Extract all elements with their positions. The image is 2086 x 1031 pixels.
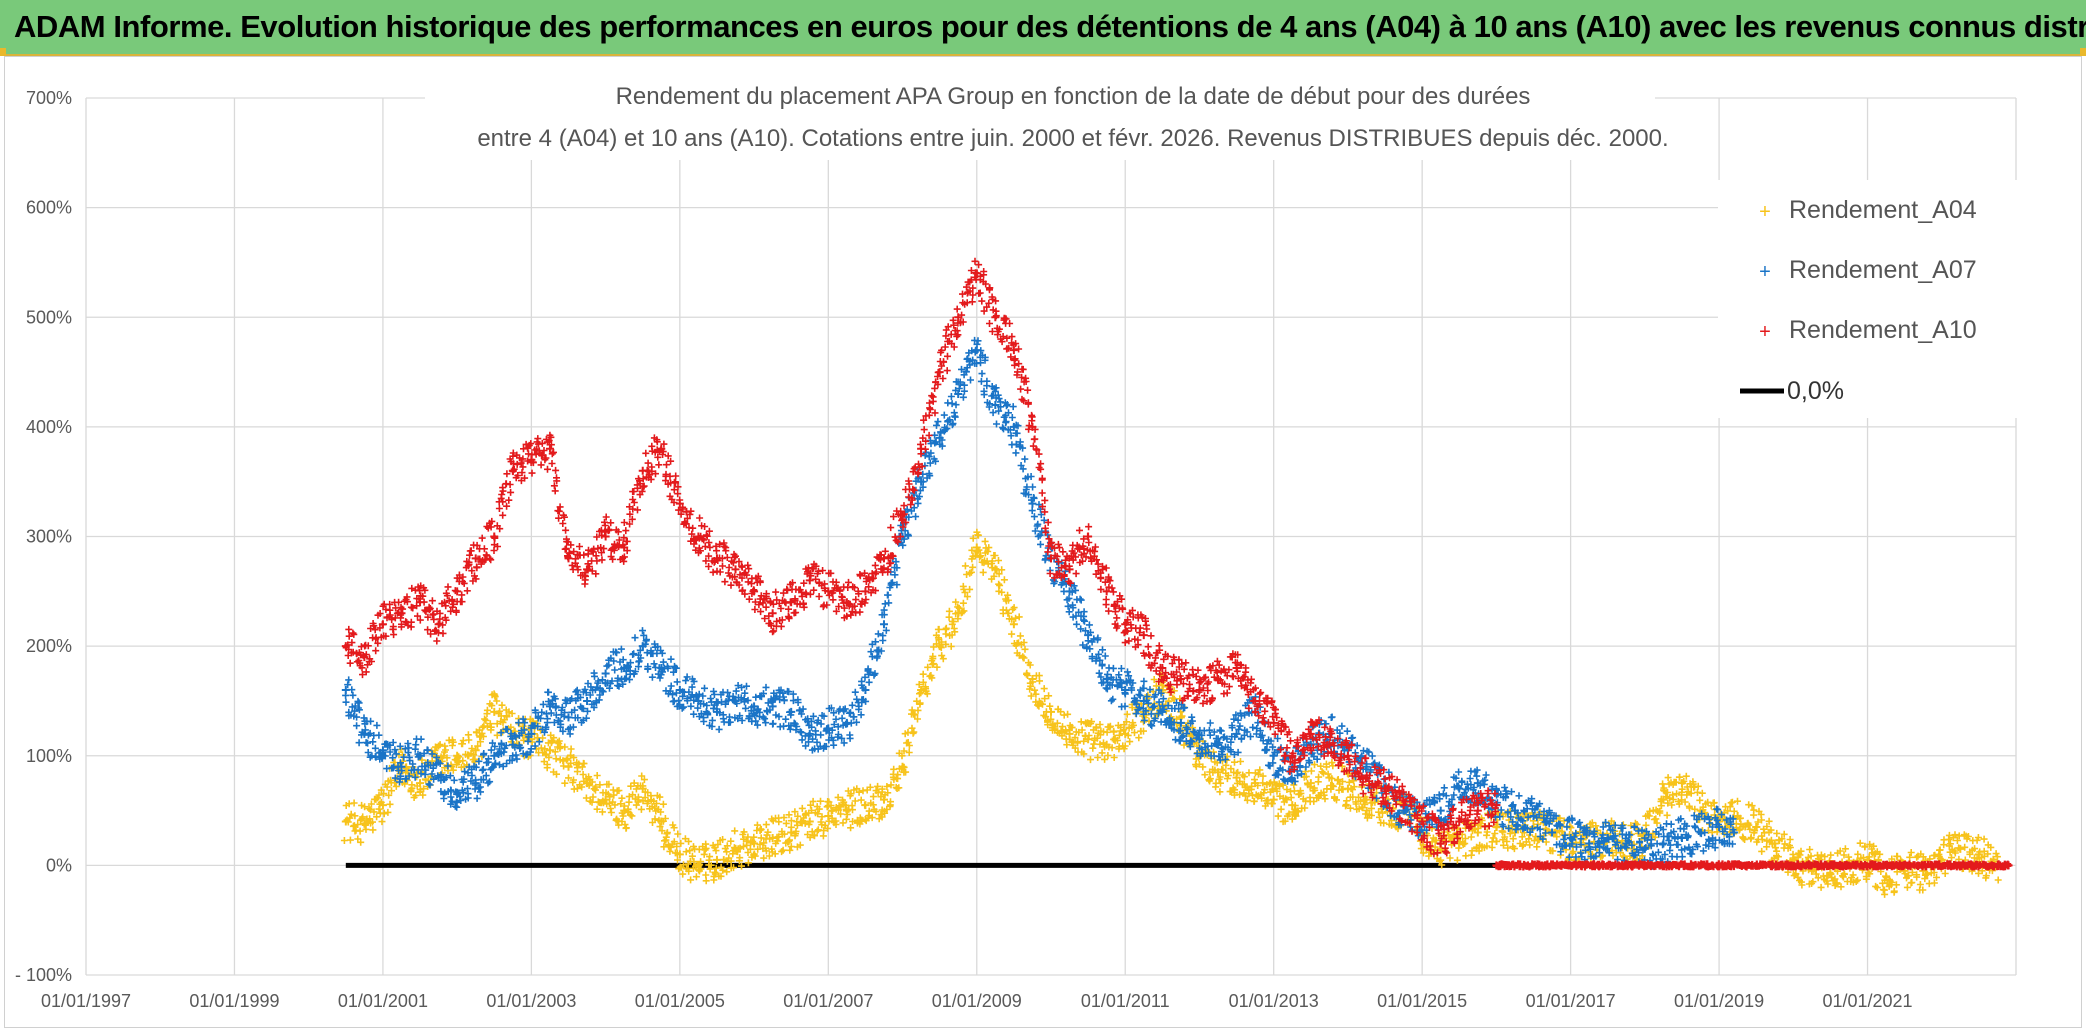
data-point — [1139, 631, 1148, 640]
data-point — [768, 609, 777, 618]
series-layer — [340, 257, 2013, 898]
data-point — [1343, 751, 1352, 760]
data-point — [601, 669, 610, 678]
y-tick-label: 500% — [26, 307, 72, 327]
y-tick-label: 600% — [26, 198, 72, 218]
x-tick-label: 01/01/2003 — [486, 991, 576, 1011]
data-point — [471, 746, 480, 755]
x-tick-label: 01/01/2021 — [1822, 991, 1912, 1011]
x-tick-label: 01/01/2005 — [635, 991, 725, 1011]
data-point — [1640, 844, 1649, 853]
y-tick-label: - 100% — [15, 965, 72, 985]
data-point — [1102, 587, 1111, 596]
series-rendement-a10-zero-segment — [1492, 860, 2013, 871]
y-tick-label: 300% — [26, 527, 72, 547]
data-point — [805, 576, 814, 585]
series-rendement-a07 — [341, 336, 1738, 870]
banner-corner-right — [2080, 48, 2086, 56]
scatter-markers — [342, 257, 1499, 858]
data-point — [991, 400, 1000, 409]
x-tick-label: 01/01/2013 — [1229, 991, 1319, 1011]
legend-label-a04: Rendement_A04 — [1789, 196, 1977, 224]
data-point — [1176, 718, 1185, 727]
x-tick-label: 01/01/1999 — [189, 991, 279, 1011]
x-tick-label: 01/01/2017 — [1526, 991, 1616, 1011]
data-point — [1436, 806, 1445, 815]
data-point — [1548, 828, 1557, 837]
y-tick-label: 700% — [26, 88, 72, 108]
legend-label-zero-line: 0,0% — [1787, 377, 1844, 405]
data-point — [1028, 499, 1037, 508]
data-point — [861, 587, 870, 596]
data-point — [564, 713, 573, 722]
data-point — [545, 444, 554, 453]
data-point — [879, 620, 888, 629]
legend-marker-a07: + — [1759, 261, 1771, 283]
y-tick-label: 200% — [26, 636, 72, 656]
y-tick-label: 0% — [46, 855, 72, 875]
series-rendement-a04 — [340, 528, 2002, 898]
x-tick-label: 01/01/2007 — [783, 991, 873, 1011]
banner-corner-left — [0, 48, 6, 56]
data-point — [731, 565, 740, 574]
data-point — [954, 389, 963, 398]
scatter-markers — [342, 336, 1737, 870]
scatter-markers — [1493, 860, 2012, 871]
legend-marker-a10: + — [1759, 321, 1771, 343]
chart-legend: + Rendement_A04 + Rendement_A07 + Rendem… — [1740, 196, 1977, 405]
data-point — [583, 696, 592, 705]
series-rendement-a10 — [341, 257, 1501, 858]
legend-background — [1718, 180, 2018, 418]
legend-label-a07: Rendement_A07 — [1789, 256, 1977, 284]
data-point — [712, 855, 721, 864]
y-tick-label: 100% — [26, 746, 72, 766]
chart-title-background — [425, 80, 1655, 160]
legend-marker-a04: + — [1759, 201, 1771, 223]
data-point — [545, 746, 554, 755]
x-tick-label: 01/01/2001 — [338, 991, 428, 1011]
chart-frame — [4, 56, 2082, 1028]
x-tick-label: 01/01/1997 — [41, 991, 131, 1011]
x-tick-label: 01/01/2011 — [1081, 991, 1170, 1011]
legend-label-a10: Rendement_A10 — [1789, 316, 1977, 344]
report-title: ADAM Informe. Evolution historique des p… — [14, 9, 2086, 44]
y-tick-label: 400% — [26, 417, 72, 437]
report-banner: ADAM Informe. Evolution historique des p… — [0, 0, 2086, 56]
chart-title-line1: Rendement du placement APA Group en fonc… — [616, 83, 1531, 110]
x-tick-label: 01/01/2019 — [1674, 991, 1764, 1011]
y-axis-ticks: - 100% 0% 100% 200% 300% 400% 500% 600% 700% — [15, 88, 72, 985]
x-axis-ticks: 01/01/1997 01/01/1999 01/01/2001 01/01/2003… — [41, 991, 1913, 1011]
data-point — [1047, 554, 1055, 563]
x-tick-label: 01/01/2009 — [932, 991, 1022, 1011]
data-point — [1009, 620, 1018, 629]
data-point — [601, 532, 610, 541]
scatter-markers — [340, 528, 2002, 898]
chart-title-line2: entre 4 (A04) et 10 ans (A10). Cotations… — [477, 125, 1668, 152]
x-tick-label: 01/01/2015 — [1377, 991, 1467, 1011]
data-point — [1956, 844, 1965, 853]
